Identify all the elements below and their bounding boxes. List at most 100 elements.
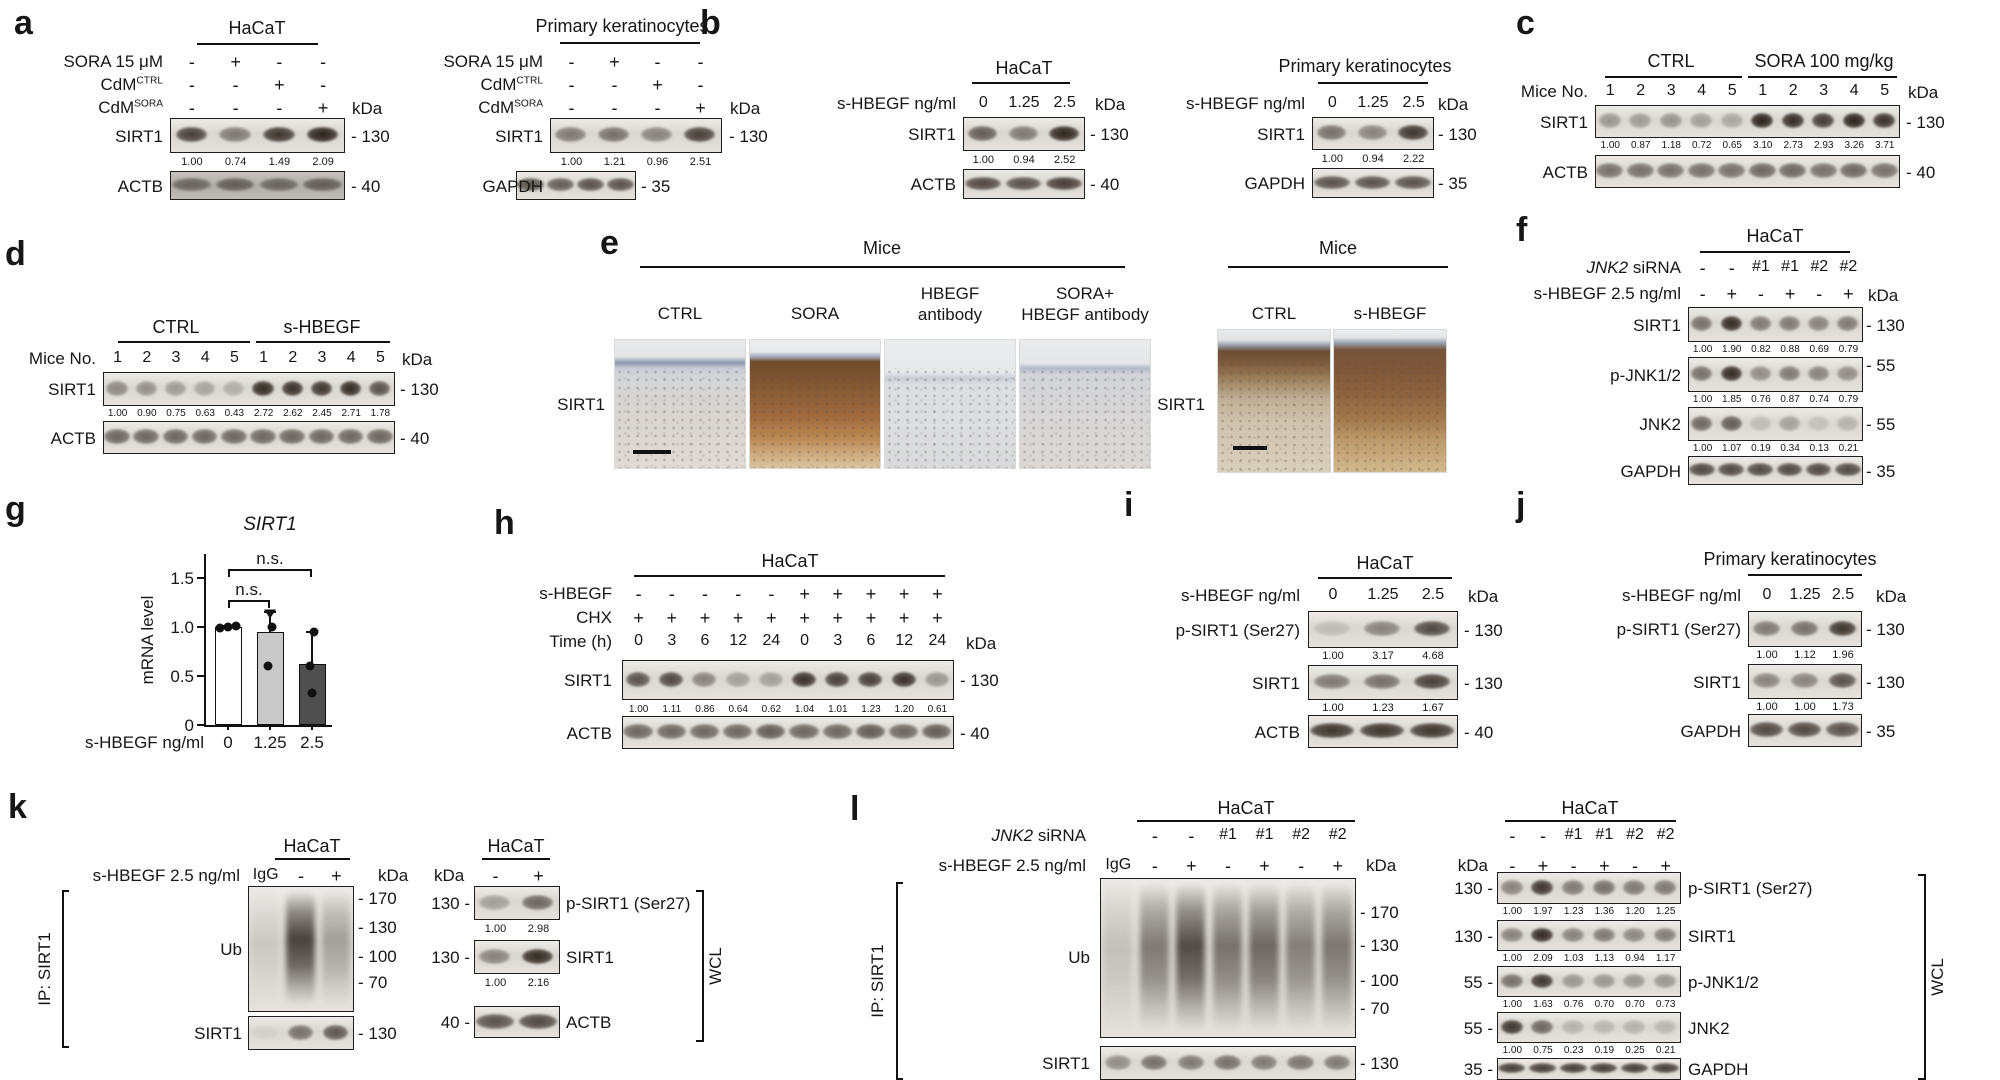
mw-marker: 55 - xyxy=(1463,973,1493,992)
condition-symbol: 2.5 xyxy=(1402,94,1425,111)
stain-label: SIRT1 xyxy=(557,395,605,414)
protein-band xyxy=(1840,163,1868,179)
ACTB-wcl-blot xyxy=(474,1006,560,1038)
protein-band xyxy=(1323,1054,1351,1070)
condition-symbol: IgG xyxy=(252,866,279,883)
SIRT1-ip-blot xyxy=(1100,1046,1356,1080)
condition-symbol: + xyxy=(865,608,877,628)
band-value: 0.61 xyxy=(927,704,948,715)
band-value: 0.75 xyxy=(1533,1045,1553,1056)
condition-label: SORA 15 μM xyxy=(443,52,543,71)
protein-band xyxy=(1720,415,1742,431)
band-value: 1.36 xyxy=(1594,906,1615,917)
ihc-column-label: SORA+ xyxy=(1055,284,1115,303)
protein-band xyxy=(1654,973,1677,988)
band-value: 1.96 xyxy=(1832,649,1854,661)
kda-label: kDa xyxy=(1468,587,1499,606)
band-value: 3.17 xyxy=(1372,650,1394,662)
SIRT1-blot xyxy=(170,118,345,153)
protein-band xyxy=(1659,113,1682,129)
protein-band xyxy=(888,724,919,740)
band-value: 0.21 xyxy=(1838,443,1859,454)
condition-symbol: + xyxy=(898,608,910,628)
sig-bracket-tick xyxy=(228,569,230,577)
SIRT1-wcl-blot xyxy=(474,940,560,974)
protein-label: GAPDH xyxy=(1688,1060,1749,1079)
band-value: 1.90 xyxy=(1722,344,1742,355)
band-value: 1.49 xyxy=(268,156,291,168)
header-underline xyxy=(634,575,945,577)
protein-label: SIRT1 xyxy=(1042,1054,1090,1073)
protein-band xyxy=(1592,927,1615,942)
band-value: 1.00 xyxy=(1794,701,1816,713)
condition-symbol: 5 xyxy=(1727,82,1737,99)
protein-band xyxy=(1809,163,1837,179)
protein-band xyxy=(1654,880,1677,895)
protein-band xyxy=(479,948,511,964)
header-underline xyxy=(560,42,700,44)
band-value: 2.98 xyxy=(527,923,550,935)
protein-label: JNK2 xyxy=(1639,415,1681,434)
y-tick xyxy=(197,577,205,579)
mice-header: Mice xyxy=(862,238,902,258)
mw-marker: - 40 xyxy=(960,724,990,743)
band-value: 2.52 xyxy=(1053,154,1076,166)
y-tick xyxy=(197,724,205,726)
condition-symbol: #2 xyxy=(1292,826,1311,843)
protein-label: SIRT1 xyxy=(194,1024,242,1043)
ub-smear xyxy=(1285,883,1316,1031)
mw-marker: - 100 xyxy=(358,947,397,966)
condition-symbol: + xyxy=(1843,284,1854,304)
protein-label: ACTB xyxy=(50,429,96,448)
GAPDH-wcl-blot xyxy=(1497,1058,1681,1080)
condition-symbol: - xyxy=(298,866,304,886)
condition-symbol: 3 xyxy=(171,349,181,366)
mw-marker: - 130 xyxy=(1090,125,1129,144)
band-value: 1.00 xyxy=(1322,702,1344,714)
protein-band xyxy=(1691,366,1713,382)
condition-symbol: + xyxy=(533,866,544,886)
chart-bar xyxy=(256,631,284,725)
condition-symbol: - xyxy=(1816,284,1823,304)
protein-label: p-SIRT1 (Ser27) xyxy=(1175,621,1300,640)
x-tick xyxy=(311,725,313,730)
protein-band xyxy=(1776,463,1803,477)
wcl-side-label: WCL xyxy=(706,947,725,985)
band-value: 0.87 xyxy=(1780,394,1800,405)
protein-band xyxy=(607,178,634,192)
condition-symbol: 5 xyxy=(229,349,239,366)
ihc-image-sora-hbegf-antibody xyxy=(1020,340,1150,468)
condition-symbol: + xyxy=(695,98,706,118)
ihc-column-label: antibody xyxy=(917,305,983,324)
cell-line-header: HaCaT xyxy=(1746,226,1804,246)
mw-marker: - 130 xyxy=(358,918,397,937)
sig-bracket-tick xyxy=(268,600,270,608)
protein-band xyxy=(1779,163,1807,179)
ub-smear xyxy=(1103,883,1133,1031)
mw-marker: - 170 xyxy=(1360,903,1399,922)
protein-label: ACTB xyxy=(566,1013,612,1032)
kda-label: kDa xyxy=(1095,95,1126,114)
condition-label: s-HBEGF ng/ml xyxy=(1621,586,1741,605)
protein-label: GAPDH xyxy=(1620,462,1681,481)
SIRT1-blot xyxy=(1688,307,1863,342)
protein-band xyxy=(825,671,850,687)
GAPDH-blot xyxy=(516,171,636,200)
band-value: 0.73 xyxy=(1655,999,1676,1010)
protein-band xyxy=(656,724,686,740)
protein-band xyxy=(1629,113,1652,129)
p-JNK1/2-blot xyxy=(1688,357,1863,392)
protein-band xyxy=(858,671,883,687)
SIRT1-ip-blot xyxy=(248,1016,354,1050)
protein-band xyxy=(789,724,819,740)
protein-band xyxy=(1357,125,1388,141)
SIRT1-blot xyxy=(103,372,395,406)
protein-band xyxy=(1414,674,1451,690)
protein-label: ACTB xyxy=(566,724,612,743)
band-value: 0.94 xyxy=(1362,153,1384,165)
mw-marker: - 70 xyxy=(1360,999,1390,1018)
protein-label: SIRT1 xyxy=(1688,927,1736,946)
condition-symbol: - xyxy=(768,584,775,604)
condition-symbol: 3 xyxy=(1819,82,1829,99)
protein-band xyxy=(1790,620,1819,636)
